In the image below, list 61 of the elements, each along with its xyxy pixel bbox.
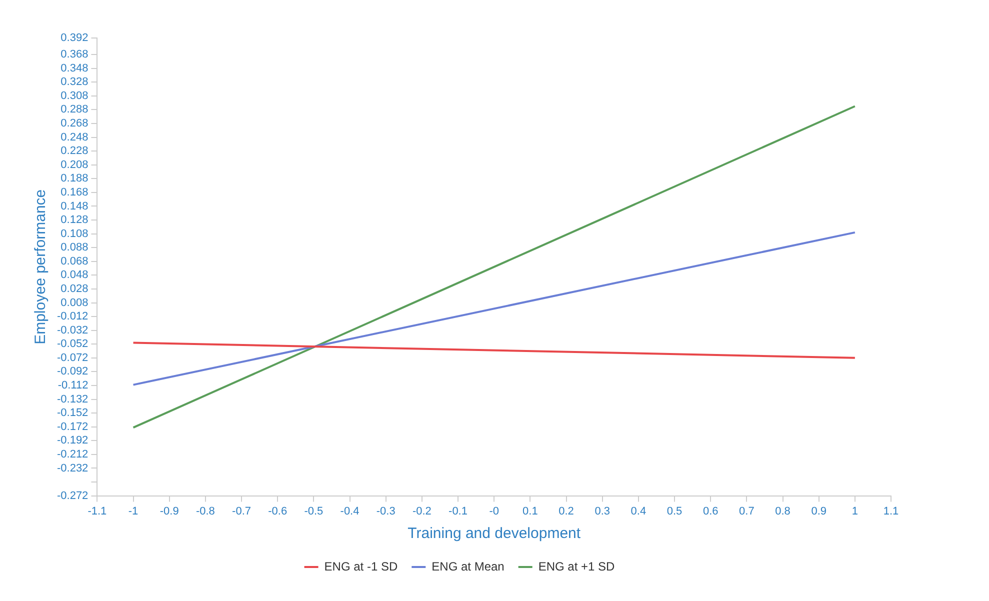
y-tick-label: 0.128 [60,214,88,226]
y-tick-label: 0.268 [60,118,88,130]
x-tick-label: 0.8 [775,505,790,518]
y-tick-label: 0.108 [60,228,88,240]
y-tick-label: 0.168 [60,186,88,198]
x-tick-label: 0.1 [522,505,538,518]
legend-label: ENG at +1 SD [538,559,616,574]
x-axis-title: Training and development [408,525,582,542]
x-tick-label: 1.1 [883,505,899,518]
y-tick-label: 0.088 [60,242,88,254]
x-tick-label: 0.9 [811,505,826,518]
y-tick-label: -0.092 [56,366,88,378]
x-tick-label: 1 [852,505,858,518]
x-tick-label: 0.2 [558,505,574,518]
x-tick-label: -0.3 [376,505,396,518]
y-tick-label: -0.192 [56,434,88,447]
x-tick-label: 0.7 [739,505,754,518]
y-tick-label: 0.368 [60,48,88,61]
y-tick-label: 0.348 [60,62,88,74]
x-tick-label: -0.1 [448,505,468,518]
y-tick-label: -0.232 [56,462,88,474]
y-tick-label: -0.212 [56,448,88,460]
legend-label: ENG at -1 SD [324,559,398,574]
x-tick-label: -0.9 [160,505,179,518]
y-tick-label: 0.028 [60,282,88,295]
y-tick-label: -0.172 [56,420,88,433]
y-tick-label: -0.152 [56,407,88,420]
y-tick-label: -0.032 [56,324,88,336]
y-tick-label: 0.048 [60,269,88,282]
legend-label: ENG at Mean [432,559,504,574]
x-tick-label: -0.7 [232,505,252,518]
y-tick-label: 0.148 [60,200,88,212]
y-tick-label: 0.188 [60,172,88,185]
y-axis-title: Employee performance [32,189,50,344]
x-tick-label: 0.4 [630,505,646,518]
y-tick-label: 0.308 [60,90,88,102]
y-tick-label: 0.068 [60,255,88,268]
x-tick-label: -0.6 [268,505,288,518]
y-tick-label: 0.228 [60,145,88,158]
y-tick-label: 0.392 [60,32,88,44]
y-tick-label: 0.288 [60,104,88,116]
y-tick-label: 0.208 [60,158,88,171]
x-tick-label: 0.5 [666,505,682,518]
y-tick-label: 0.328 [60,76,88,88]
x-tick-label: -0.8 [196,505,215,518]
x-tick-label: -0.2 [412,505,432,518]
x-tick-label: -0 [489,505,499,518]
x-tick-label: 0.6 [702,505,718,518]
x-tick-label: -1 [128,505,138,518]
x-tick-label: -0.5 [304,505,324,518]
y-tick-label: 0.248 [60,131,88,144]
x-tick-label: -0.4 [340,505,360,518]
y-tick-label: -0.012 [56,310,88,323]
y-tick-label: -0.272 [56,490,88,502]
x-tick-label: 0.3 [594,505,610,518]
y-tick-label: -0.112 [58,380,88,392]
y-tick-label: -0.052 [56,338,88,350]
y-tick-label: -0.072 [56,352,88,364]
y-tick-label: -0.132 [56,393,88,406]
x-tick-label: -1.1 [88,505,107,518]
y-tick-label: 0.008 [60,296,88,309]
